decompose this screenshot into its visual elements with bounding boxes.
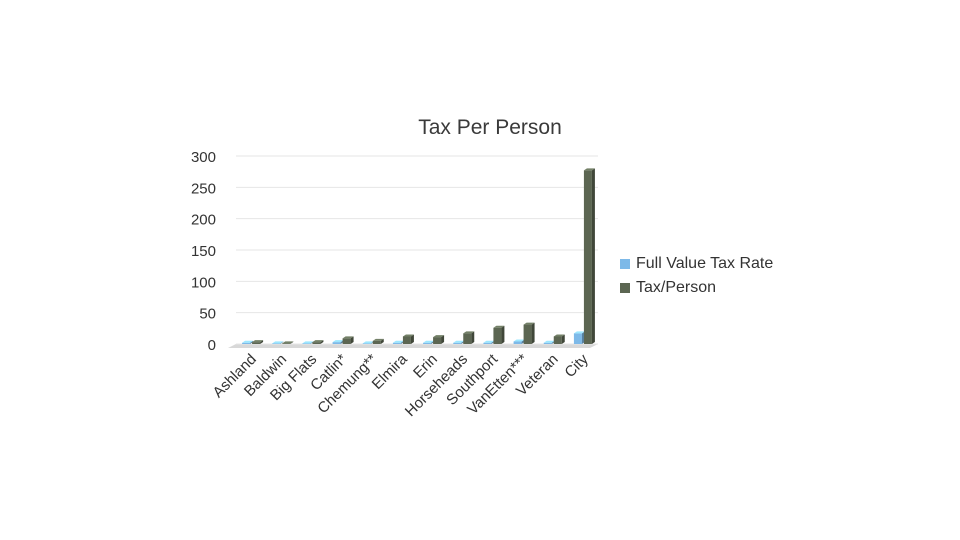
- bar-tax-per-person: [402, 334, 414, 344]
- bar-full-value-tax-rate: [242, 340, 254, 344]
- bar-tax-per-person: [523, 322, 535, 344]
- bar-full-value-tax-rate: [573, 331, 585, 344]
- x-tick-label: City: [561, 350, 592, 381]
- y-tick-label: 50: [199, 306, 216, 323]
- bar-tax-per-person: [553, 334, 565, 344]
- y-tick-label: 100: [191, 274, 216, 291]
- bar-tax-per-person: [583, 168, 595, 344]
- legend-swatch-tax-per-person: [620, 283, 630, 293]
- legend-swatch-full-value-tax-rate: [620, 259, 630, 269]
- bar-tax-per-person: [312, 340, 324, 344]
- y-tick-label: 0: [208, 337, 216, 354]
- legend-label-tax-per-person: Tax/Person: [636, 279, 717, 296]
- bar-tax-per-person: [372, 338, 384, 344]
- chart-legend: Full Value Tax Rate Tax/Person: [620, 252, 773, 300]
- bar-tax-per-person: [493, 325, 505, 344]
- y-tick-label: 150: [191, 243, 216, 260]
- y-tick-label: 300: [191, 149, 216, 166]
- bar-tax-per-person: [282, 341, 294, 344]
- chart-floor: [228, 344, 598, 348]
- chart-title: Tax Per Person: [418, 116, 562, 139]
- bar-full-value-tax-rate: [272, 341, 284, 344]
- bar-tax-per-person: [463, 331, 475, 344]
- legend-label-full-value-tax-rate: Full Value Tax Rate: [636, 255, 774, 272]
- legend-item-full-value-tax-rate: Full Value Tax Rate: [620, 252, 773, 276]
- y-tick-label: 200: [191, 212, 216, 229]
- legend-item-tax-per-person: Tax/Person: [620, 276, 773, 300]
- bar-tax-per-person: [433, 335, 445, 344]
- bar-full-value-tax-rate: [513, 339, 525, 344]
- bar-tax-per-person: [342, 336, 354, 344]
- x-tick-label: Elmira: [369, 350, 412, 393]
- bar-tax-per-person: [252, 340, 264, 344]
- y-tick-label: 250: [191, 180, 216, 197]
- bar-full-value-tax-rate: [332, 340, 344, 344]
